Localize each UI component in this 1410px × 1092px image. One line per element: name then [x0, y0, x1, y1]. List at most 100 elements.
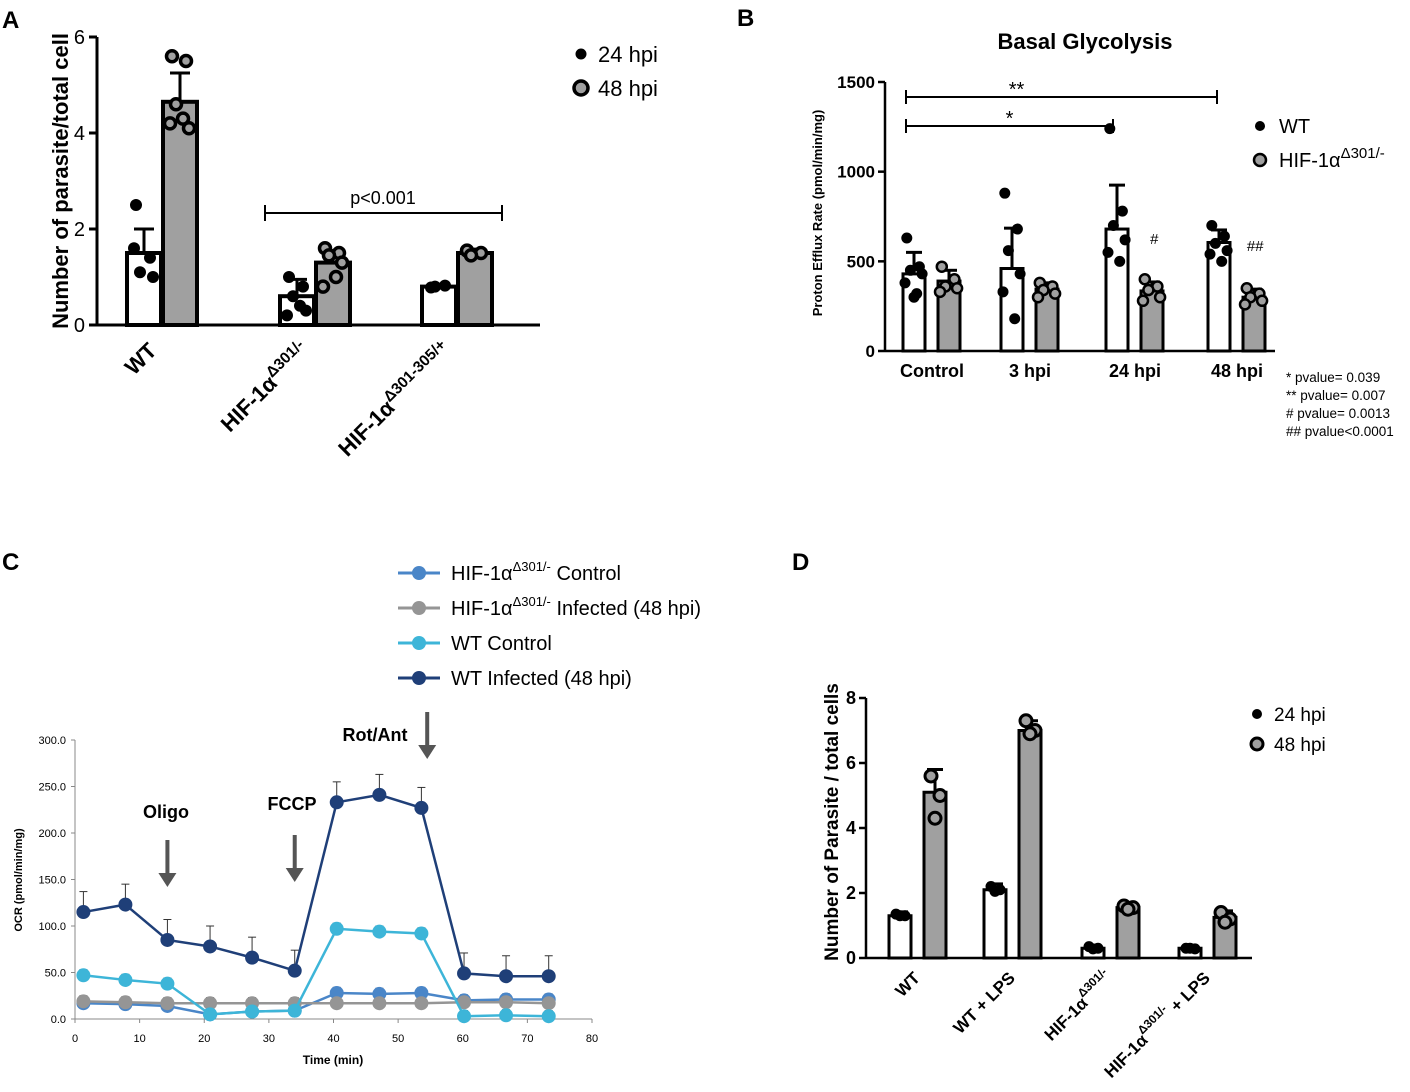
data-point: [1002, 245, 1014, 257]
data-point: [439, 279, 451, 292]
data-point: [1119, 234, 1131, 246]
data-point: [297, 280, 309, 293]
data-point: [1048, 287, 1062, 300]
legend-label: WT Infected (48 hpi): [451, 668, 632, 690]
series-point: [541, 969, 556, 984]
series-point: [372, 996, 387, 1011]
legend-label: HIF-1αΔ301/- Control: [451, 559, 621, 585]
data-point: [1209, 237, 1221, 249]
x-tick-label: WT: [892, 968, 925, 1001]
sig-label: p<0.001: [350, 188, 416, 208]
series-point: [118, 972, 133, 987]
y-tick-label: 6: [846, 753, 856, 773]
chart-title: Basal Glycolysis: [998, 29, 1173, 54]
series-line: [83, 793, 549, 978]
data-point: [334, 255, 350, 270]
y-tick-label: 0: [846, 948, 856, 968]
data-point: [1087, 943, 1099, 955]
bar: [1017, 729, 1043, 960]
data-point: [1031, 290, 1045, 304]
series-point: [329, 921, 344, 936]
bar: [982, 888, 1008, 960]
data-point: [1216, 255, 1228, 267]
y-tick-label: 1000: [837, 163, 875, 182]
data-point: [1206, 219, 1218, 231]
data-point: [1142, 283, 1155, 297]
data-point: [904, 264, 916, 276]
x-tick-label: WT: [120, 337, 162, 379]
bar: [999, 267, 1025, 353]
hash-mark: #: [1150, 231, 1159, 248]
y-tick-label: 0.0: [51, 1014, 66, 1026]
arrow-head: [418, 745, 437, 759]
data-point: [1221, 245, 1233, 257]
series-point: [414, 800, 429, 815]
y-axis-label: Number of parasite/total cell: [48, 33, 73, 329]
legend-label: 24 hpi: [598, 42, 658, 67]
legend-label: 48 hpi: [1274, 735, 1326, 756]
data-point: [935, 260, 949, 273]
panel-b: Basal Glycolysis 0 500 1000 1500 Proton Efflu…: [810, 29, 1394, 439]
y-tick-label: 0: [74, 315, 85, 337]
bar: [887, 914, 913, 960]
data-point: [1022, 726, 1038, 742]
y-axis-label: OCR (pmol/min/mg): [13, 828, 25, 932]
data-point: [463, 248, 479, 263]
sig-label: *: [1006, 108, 1014, 130]
legend-marker: [412, 601, 426, 615]
panel-letter-A: A: [2, 7, 19, 34]
legend-label: HIF-1αΔ301/- Infected (48 hpi): [451, 594, 701, 620]
data-point: [894, 910, 906, 922]
data-point: [328, 269, 344, 285]
bar: [420, 284, 458, 328]
x-tick-label: Control: [900, 361, 964, 381]
panel-letter-B: B: [737, 5, 754, 32]
x-tick-label: 20: [198, 1033, 210, 1045]
data-point: [1218, 230, 1230, 242]
pvalue-note: ** pvalue= 0.007: [1286, 388, 1385, 403]
series-point: [329, 996, 344, 1011]
x-tick-label: HIF-1αΔ301/-: [214, 336, 314, 436]
y-tick-label: 500: [847, 252, 875, 271]
y-tick-label: 8: [846, 688, 856, 708]
x-axis-label: Time (min): [303, 1053, 363, 1067]
series-point: [287, 963, 302, 978]
series-point: [203, 939, 218, 954]
y-tick-label: 250.0: [38, 782, 66, 794]
series-point: [499, 995, 514, 1010]
series-point: [499, 1008, 514, 1023]
series-point: [499, 969, 514, 984]
x-tick-label: 30: [263, 1033, 275, 1045]
x-tick-label: 70: [521, 1033, 533, 1045]
y-tick-label: 50.0: [45, 968, 66, 980]
data-point: [162, 116, 178, 131]
data-point: [287, 290, 299, 303]
series-point: [160, 996, 175, 1011]
series-point: [160, 932, 175, 947]
arrow-head: [158, 873, 177, 887]
data-point: [315, 279, 331, 294]
legend-label: 48 hpi: [598, 76, 658, 101]
y-tick-label: 4: [846, 818, 856, 838]
series-point: [457, 966, 472, 981]
data-point: [989, 885, 1001, 897]
data-point: [927, 810, 943, 826]
data-point: [147, 271, 159, 283]
panel-letter-D: D: [792, 549, 809, 576]
data-point: [999, 187, 1011, 199]
x-tick-label: 10: [134, 1033, 146, 1045]
series-point: [76, 994, 91, 1009]
series-point: [541, 996, 556, 1011]
legend-label: WT: [1279, 116, 1310, 138]
legend-marker: [572, 79, 590, 97]
bar: [456, 251, 494, 327]
bar: [125, 251, 163, 327]
data-point: [923, 768, 939, 784]
bar: [161, 99, 199, 327]
series-point: [245, 950, 260, 965]
x-tick-label: HIF-1αΔ301/-: [1037, 965, 1117, 1045]
panel-letter-C: C: [2, 549, 19, 576]
x-tick-label: 50: [392, 1033, 404, 1045]
panel-c: 0.0 50.0 100.0 150.0 200.0 250.0 300.0 0 10 20 30 4…: [13, 559, 701, 1067]
